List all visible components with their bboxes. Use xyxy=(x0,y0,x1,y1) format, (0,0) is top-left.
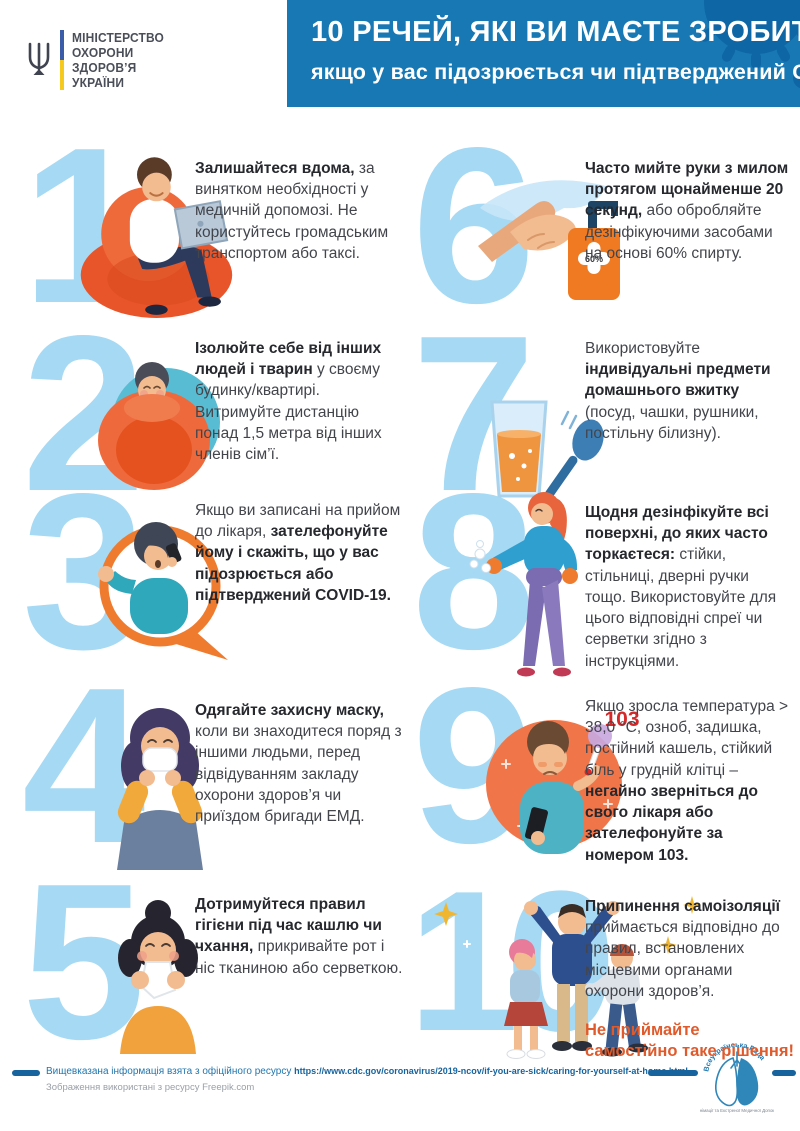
man-on-beanbag-with-laptop-icon xyxy=(80,157,233,318)
text-post: за винятком необхідності у медичній допо… xyxy=(195,160,389,262)
item-text: Залишайтеся вдома, за винятком необхідно… xyxy=(195,158,403,264)
images-credit: Зображення використані з ресурсу Freepik… xyxy=(46,1082,255,1093)
footer-divider-mid xyxy=(648,1070,698,1076)
item-text: Припинення самоізоляції приймається відп… xyxy=(585,896,793,1002)
text-bold: Дотримуйтеся правил гігієни під час кашл… xyxy=(195,896,382,956)
ministry-line: ЗДОРОВ’Я xyxy=(72,60,137,76)
text-bold: негайно зверніться до свого лікаря або з… xyxy=(585,782,758,864)
item-disinfect-surfaces: 8 Щодня дезінфікуйте всі поверхні, до як… xyxy=(412,461,793,683)
item-text: Щодня дезінфікуйте всі поверхні, до яких… xyxy=(585,502,793,672)
footer-divider-left xyxy=(12,1070,40,1076)
sanitizer-percent-label: 60% xyxy=(585,254,603,264)
text-bold: Одягайте захисну маску, xyxy=(195,702,384,719)
emergency-number-label: 103 xyxy=(604,708,639,731)
ministry-line: ОХОРОНИ xyxy=(72,45,134,61)
virus-icon xyxy=(699,0,800,89)
glass-and-spoon-icon xyxy=(490,400,604,499)
text-bold: Припинення самоізоляції xyxy=(585,898,781,915)
woman-wearing-mask-icon xyxy=(117,708,203,870)
text-post: приймається відповідно до правил, встано… xyxy=(585,919,780,1000)
ministry-line: МІНІСТЕРСТВО xyxy=(72,30,165,45)
text-bold: Ізолюйте себе від інших людей і тварин xyxy=(195,340,382,379)
woman-calling-doctor-icon xyxy=(98,522,228,660)
text-post: (посуд, чашки, рушники, постільну білизн… xyxy=(585,403,759,442)
sick-man-with-thermometer-icon: 103 xyxy=(486,708,640,854)
text-post: стійки, стільниці, дверні ручки тощо. Ви… xyxy=(585,546,777,670)
poster-subtitle: якщо у вас підозрюється чи підтверджений… xyxy=(311,60,800,84)
woman-disinfecting-surfaces-icon xyxy=(469,492,578,677)
poster-title: 10 РЕЧЕЙ, ЯКІ ВИ МАЄТЕ ЗРОБИТИ xyxy=(311,16,800,48)
text-pre: Використовуйте xyxy=(585,340,700,357)
source-link[interactable]: https://www.cdc.gov/coronavirus/2019-nco… xyxy=(294,1066,688,1076)
org-name-bottom: Реанімації та Екстреної Медичної Допомог… xyxy=(700,1108,774,1113)
flag-bar xyxy=(60,30,64,91)
washing-hands-and-sanitizer-icon: 60% xyxy=(478,180,620,300)
text-post: у своєму будинку/квартирі. Витримуйте ди… xyxy=(195,361,382,464)
item-text: Якщо зросла температура > 38,0 °C, озноб… xyxy=(585,696,793,866)
text-pre: Якщо ви записані на прийом до лікаря, xyxy=(195,502,401,541)
text-bold: Залишайтеся вдома, xyxy=(195,160,355,177)
item-personal-items: 7 Використовуйте індивідуальні предмети … xyxy=(412,303,793,525)
footer-divider-right xyxy=(772,1070,796,1076)
item-text: Часто мийте руки з милом протягом щонайм… xyxy=(585,158,793,264)
item-text: Одягайте захисну маску, коли ви знаходит… xyxy=(195,700,403,827)
item-end-isolation: 10 xyxy=(408,862,794,1064)
source-line: Вищевказана інформація взята з офіційног… xyxy=(46,1066,688,1077)
text-bold: Часто мийте руки з милом протягом щонайм… xyxy=(585,160,789,220)
header: МІНІСТЕРСТВО ОХОРОНИ ЗДОРОВ’Я УКРАЇНИ xyxy=(0,0,800,107)
text-bold: зателефонуйте йому і скажіть, що у вас п… xyxy=(195,523,391,604)
warning-text: Не приймайте самостійно таке рішення! xyxy=(585,1021,794,1061)
trident-icon xyxy=(28,42,50,76)
ministry-line: УКРАЇНИ xyxy=(72,75,125,91)
text-post: або обробляйте дезінфікуючими засобами н… xyxy=(585,202,773,262)
group-of-people-celebrating-icon xyxy=(434,896,701,1059)
ministry-name: МІНІСТЕРСТВО ОХОРОНИ ЗДОРОВ’Я УКРАЇНИ xyxy=(72,30,164,90)
item-text: Дотримуйтеся правил гігієни під час кашл… xyxy=(195,894,403,979)
trident-base xyxy=(33,69,45,76)
item-stay-home: 1 Залишайтеся вдома, за винятком необхід… xyxy=(22,115,403,337)
item-text: Ізолюйте себе від інших людей і тварин у… xyxy=(195,338,403,465)
text-bold: індивідуальні предмети домашнього вжитку xyxy=(585,361,771,400)
header-band: 10 РЕЧЕЙ, ЯКІ ВИ МАЄТЕ ЗРОБИТИ якщо у ва… xyxy=(287,0,800,107)
item-text: Використовуйте індивідуальні предмети до… xyxy=(585,338,793,444)
text-post: прикривайте рот і ніс тканиною або серве… xyxy=(195,938,403,977)
item-number: 8 xyxy=(412,448,535,696)
item-wear-mask: 4 Одягайте захисну маску, коли ви знаход… xyxy=(22,655,403,877)
woman-sneezing-into-tissue-icon xyxy=(118,900,198,1054)
source-prefix: Вищевказана інформація взята з офіційног… xyxy=(46,1066,292,1077)
text-post: коли ви знаходитеся поряд з іншими людьм… xyxy=(195,723,402,826)
ministry-logo: МІНІСТЕРСТВО ОХОРОНИ ЗДОРОВ’Я УКРАЇНИ xyxy=(26,30,172,90)
item-call-doctor: 3 Якщо ви записані на прийом до лікаря, … xyxy=(22,461,403,683)
person-wrapped-in-blanket-icon xyxy=(98,362,220,490)
org-lungs-logo: Всеукраїнська Рада Реанімації та Екстрен… xyxy=(700,1040,774,1113)
text-bold: Щодня дезінфікуйте всі поверхні, до яких… xyxy=(585,504,769,564)
item-wash-hands: 6 60% Часто мийте руки з милом протягом … xyxy=(412,115,793,337)
item-cough-hygiene: 5 Дотримуйтеся правил гігієни під час ка… xyxy=(22,851,403,1073)
item-high-temperature: 9 103 Якщо зросла температура > 38,0 °C,… xyxy=(412,655,793,877)
item-text: Якщо ви записані на прийом до лікаря, за… xyxy=(195,500,403,606)
text-pre: Якщо зросла температура > 38,0 °C, озноб… xyxy=(585,698,789,779)
item-isolate: 2 Ізолюйте себе від інших людей і тварин… xyxy=(22,303,403,525)
